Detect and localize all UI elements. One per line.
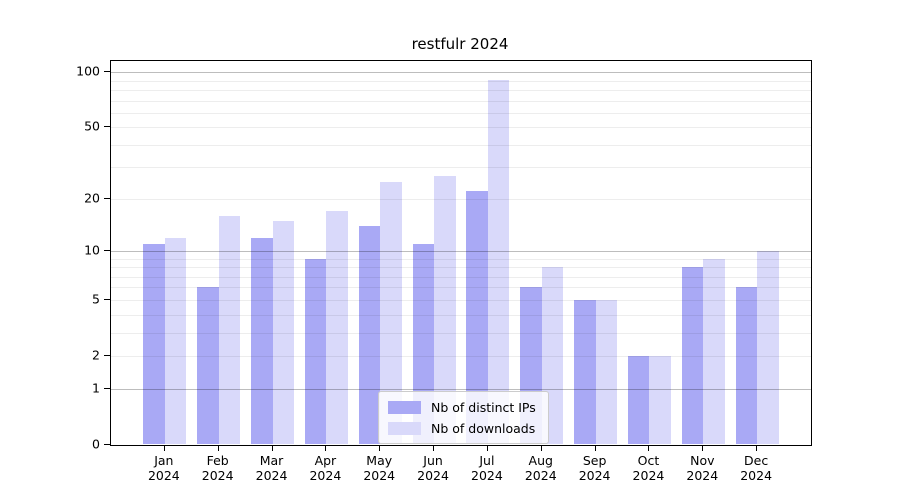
x-tick-mark	[594, 444, 596, 451]
bar-distinct-ips	[143, 243, 165, 445]
gridline-minor	[111, 89, 811, 91]
x-axis-tick-label: Jan 2024	[147, 452, 180, 483]
x-tick-mark	[540, 444, 542, 451]
bar-distinct-ips	[681, 267, 704, 445]
y-tick-mark	[104, 387, 110, 389]
gridline-minor	[111, 267, 811, 269]
x-axis-tick-label: Feb 2024	[201, 452, 234, 483]
bar-downloads	[487, 79, 510, 445]
gridline-minor	[111, 299, 811, 301]
gridline-major	[111, 388, 811, 390]
gridline-major	[111, 72, 811, 74]
x-tick-mark	[486, 444, 488, 451]
gridline-minor	[111, 100, 811, 102]
bar-distinct-ips	[304, 258, 327, 445]
legend-label: Nb of distinct IPs	[431, 399, 536, 415]
bar-distinct-ips	[251, 237, 273, 445]
x-axis-tick-label: Jun 2024	[417, 452, 449, 483]
gridline-minor	[111, 332, 811, 334]
x-axis-tick-label: Nov 2024	[686, 452, 719, 483]
y-axis-tick-label: 10	[84, 242, 100, 258]
y-axis-tick-label: 2	[92, 347, 100, 363]
x-axis-tick-label: Sep 2024	[578, 452, 611, 483]
x-tick-mark	[648, 444, 650, 451]
x-tick-mark	[217, 444, 219, 451]
bar-distinct-ips	[574, 299, 596, 445]
bar-distinct-ips	[466, 191, 488, 445]
legend-item: Nb of downloads	[388, 419, 536, 437]
legend-label: Nb of downloads	[431, 420, 536, 436]
x-tick-mark	[702, 444, 704, 451]
y-axis-tick-label: 0	[92, 436, 100, 451]
x-axis-tick-label: Aug 2024	[524, 452, 557, 483]
x-tick-mark	[379, 444, 381, 451]
legend: Nb of distinct IPs Nb of downloads	[378, 391, 549, 444]
gridline-minor	[111, 276, 811, 278]
bar-distinct-ips	[627, 355, 650, 445]
gridline-minor	[111, 314, 811, 316]
gridline-minor	[111, 80, 811, 82]
bar-downloads	[595, 299, 618, 445]
x-tick-mark	[756, 444, 758, 451]
legend-swatch-distinct-ips	[388, 400, 421, 414]
bar-downloads	[218, 215, 241, 445]
x-axis-tick-label: Dec 2024	[740, 452, 773, 483]
x-tick-mark	[433, 444, 435, 451]
gridline-major	[111, 251, 811, 252]
bar-distinct-ips	[358, 225, 381, 445]
bar-downloads	[757, 251, 779, 445]
bar-downloads	[164, 237, 187, 445]
y-axis-tick-label: 100	[76, 63, 100, 79]
bar-downloads	[703, 258, 725, 445]
y-tick-mark	[104, 354, 110, 356]
legend-item: Nb of distinct IPs	[388, 398, 536, 416]
gridline-minor	[111, 127, 811, 129]
gridlines-overlay	[111, 61, 811, 445]
bar-downloads	[434, 175, 456, 445]
y-axis-tick-label: 1	[92, 380, 100, 396]
gridline-minor	[111, 167, 811, 169]
x-axis-tick-label: Jul 2024	[471, 452, 503, 483]
x-tick-mark	[163, 444, 165, 451]
gridline-minor	[111, 198, 811, 200]
bar-downloads	[380, 181, 402, 445]
gridline-minor	[111, 144, 811, 146]
gridline-minor	[111, 355, 811, 357]
bar-downloads	[272, 220, 295, 445]
x-axis-tick-label: May 2024	[363, 452, 396, 483]
y-tick-mark	[104, 126, 110, 128]
x-tick-mark	[325, 444, 327, 451]
x-axis-tick-label: Mar 2024	[255, 452, 288, 483]
y-axis-tick-label: 5	[92, 291, 100, 307]
y-tick-mark	[104, 71, 110, 73]
bar-distinct-ips	[735, 287, 758, 445]
bar-downloads	[649, 355, 671, 445]
chart-title: restfulr 2024	[411, 35, 509, 53]
x-axis-tick-label: Apr 2024	[309, 452, 342, 483]
x-tick-mark	[271, 444, 273, 451]
gridline-minor	[111, 112, 811, 114]
gridline-minor	[111, 258, 811, 260]
x-axis-tick-label: Oct 2024	[632, 452, 665, 483]
y-tick-mark	[104, 298, 110, 300]
y-tick-mark	[104, 443, 110, 445]
bar-distinct-ips	[197, 287, 219, 445]
bar-downloads	[326, 211, 348, 445]
gridline-minor	[111, 287, 811, 289]
legend-swatch-downloads	[388, 421, 421, 435]
y-tick-mark	[104, 250, 110, 251]
y-axis-tick-label: 20	[84, 190, 100, 206]
y-axis-tick-label: 50	[84, 118, 100, 134]
y-tick-mark	[104, 197, 110, 199]
